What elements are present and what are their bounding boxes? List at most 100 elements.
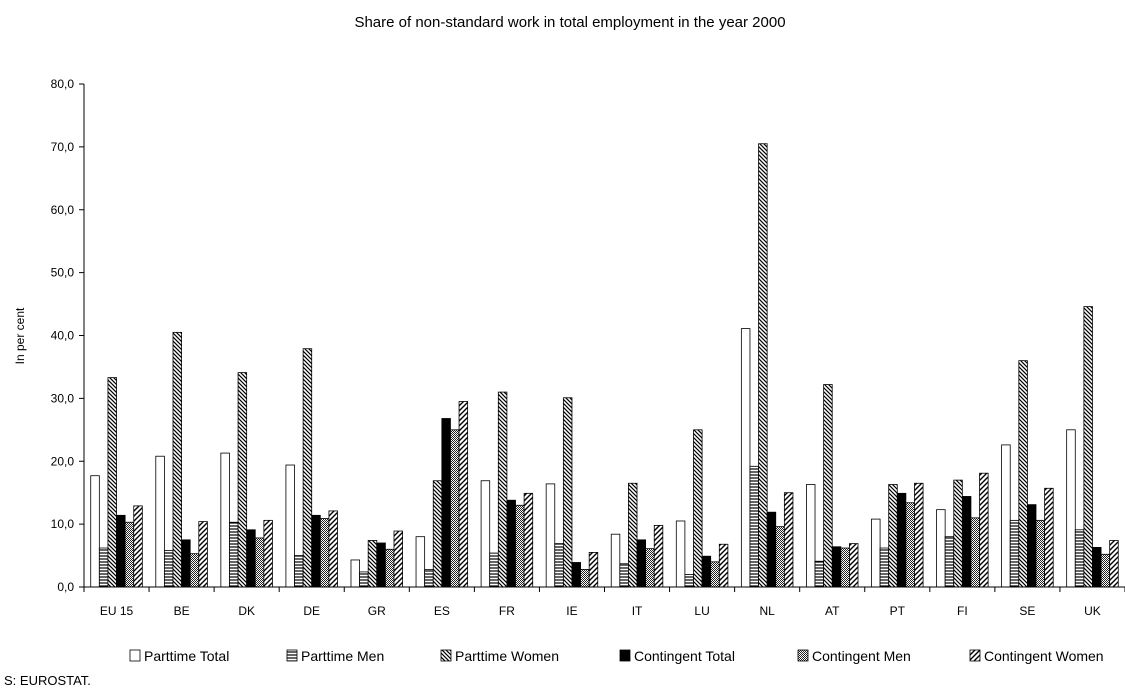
x-tick-label: IT	[632, 604, 643, 618]
bar	[285, 464, 295, 588]
bar	[497, 391, 508, 588]
bar	[936, 509, 946, 588]
bar	[424, 568, 434, 588]
series-contingent-total	[116, 418, 1102, 588]
bar	[246, 529, 256, 588]
x-tick-label: IE	[566, 604, 577, 618]
bar	[588, 552, 599, 588]
x-tick-label: LU	[694, 604, 709, 618]
bar	[914, 482, 924, 588]
bar	[961, 496, 972, 588]
bar	[393, 530, 403, 588]
y-tick-label: 20,0	[51, 454, 75, 468]
bar	[302, 348, 313, 588]
chart-title: Share of non-standard work in total empl…	[354, 14, 785, 31]
bar	[645, 548, 655, 588]
x-tick-label: DK	[238, 604, 255, 618]
y-axis: 0,0 10,0 20,0 30,0 40,0 50,0 60,0 70,0 80,0	[51, 77, 85, 594]
legend-label: Parttime Women	[455, 648, 559, 664]
y-tick-label: 30,0	[51, 391, 75, 405]
legend-item: Parttime Men	[286, 648, 384, 664]
series-parttime-total	[90, 328, 1076, 588]
bar	[693, 429, 703, 588]
legend-item: Parttime Total	[129, 648, 229, 664]
bar	[1066, 429, 1076, 588]
bar	[944, 536, 955, 588]
bar	[133, 505, 143, 588]
bar	[766, 511, 777, 588]
legend-swatch	[440, 649, 452, 662]
legend-label: Parttime Men	[301, 648, 384, 664]
legend-label: Contingent Women	[984, 648, 1104, 664]
x-tick-label: NL	[759, 604, 775, 618]
bar	[896, 492, 907, 588]
bar	[740, 328, 751, 588]
legend-swatch	[286, 649, 298, 662]
bar	[1109, 540, 1119, 588]
x-tick-label: EU 15	[100, 604, 134, 618]
legend: Parttime Total Parttime Men Parttime Women…	[129, 648, 1104, 664]
bar	[263, 519, 273, 588]
x-tick-label: UK	[1084, 604, 1101, 618]
bar	[1018, 360, 1028, 588]
bar	[710, 561, 720, 588]
x-tick-label: FI	[957, 604, 968, 618]
bar	[1009, 519, 1020, 588]
bar	[823, 384, 833, 588]
bar	[350, 559, 360, 588]
bar	[432, 480, 443, 588]
bar	[172, 331, 182, 588]
bar	[979, 472, 989, 588]
bar	[181, 539, 191, 588]
bar	[1100, 553, 1111, 588]
bar	[610, 533, 621, 588]
x-tick-label: AT	[825, 604, 840, 618]
x-tick-label: FR	[499, 604, 515, 618]
x-tick-label: DE	[303, 604, 320, 618]
bar	[254, 537, 265, 588]
legend-swatch	[797, 649, 809, 662]
bar	[489, 552, 499, 588]
bar	[515, 504, 525, 588]
bar	[718, 543, 729, 588]
legend-label: Contingent Men	[812, 648, 911, 664]
bar	[653, 524, 664, 588]
legend-item: Contingent Total	[619, 648, 735, 664]
legend-label: Contingent Total	[634, 648, 735, 664]
bar	[783, 492, 794, 588]
bar	[879, 547, 890, 588]
bar	[636, 539, 647, 588]
legend-swatch	[619, 649, 631, 662]
bar	[328, 510, 338, 588]
legend-swatch	[129, 649, 141, 662]
bar	[367, 540, 378, 588]
bar	[871, 518, 881, 588]
y-tick-label: 80,0	[51, 77, 75, 91]
x-tick-label: PT	[890, 604, 906, 618]
bar	[376, 542, 386, 588]
bar	[155, 455, 165, 588]
legend-item: Contingent Women	[969, 648, 1104, 664]
bar	[806, 484, 816, 588]
bar	[415, 536, 426, 588]
series-contingent-women	[133, 401, 1119, 588]
x-tick-label: GR	[368, 604, 386, 618]
bar	[775, 526, 785, 588]
series-parttime-men	[98, 465, 1085, 588]
bar	[1083, 306, 1093, 588]
bar	[523, 492, 534, 588]
x-tick-label: SE	[1019, 604, 1035, 618]
y-tick-label: 0,0	[57, 580, 74, 594]
bar	[580, 568, 590, 588]
y-tick-label: 60,0	[51, 203, 75, 217]
bar	[294, 555, 304, 588]
bar	[98, 547, 109, 588]
bar	[1035, 519, 1046, 588]
bar	[849, 543, 859, 588]
bar	[619, 563, 629, 588]
y-axis-label: In per cent	[13, 307, 27, 364]
bar	[163, 550, 174, 588]
y-tick-label: 70,0	[51, 140, 75, 154]
y-tick-label: 50,0	[51, 266, 75, 280]
